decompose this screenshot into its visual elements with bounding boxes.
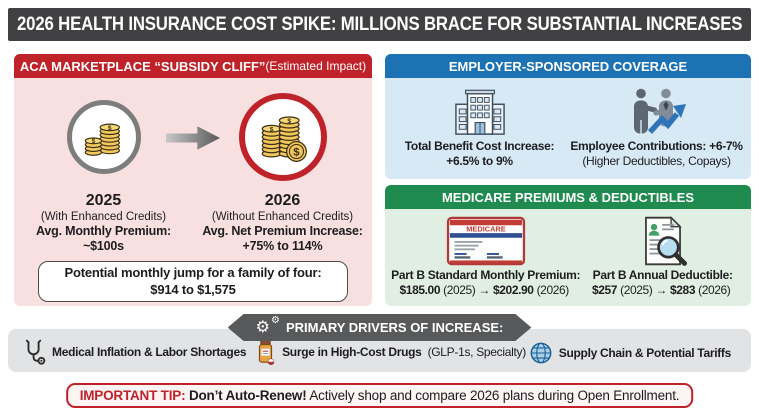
aca-comparison: $ $ (14, 78, 372, 188)
pill-bottle-icon (259, 339, 275, 365)
page-title: 2026 HEALTH INSURANCE COST SPIKE: MILLIO… (16, 13, 743, 35)
coin-stack-small-icon: $ $ (84, 123, 120, 156)
part-b-deductible-label: Part B Annual Deductible: (592, 268, 733, 282)
family-jump-callout: Potential monthly jump for a family of f… (38, 261, 348, 302)
employer-panel-body: Total Benefit Cost Increase: +6.5% to 9% (385, 78, 751, 179)
aca-text-row: 2025 (With Enhanced Credits) Avg. Monthl… (14, 192, 372, 254)
svg-text:$: $ (269, 126, 273, 133)
handshake-growth-icon (626, 83, 688, 139)
driver-high-cost-drugs: Surge in High-Cost Drugs (GLP-1s, Specia… (255, 339, 526, 365)
page-title-banner: 2026 HEALTH INSURANCE COST SPIKE: MILLIO… (8, 8, 751, 41)
svg-text:$: $ (107, 125, 111, 132)
deductible-year-2025: (2025) (620, 283, 653, 297)
driver-medical-inflation: Medical Inflation & Labor Shortages (22, 339, 252, 365)
medicare-panel-header: MEDICARE PREMIUMS & DEDUCTIBLES (385, 185, 751, 209)
coins-2026-icon: $ $ $ (238, 93, 327, 181)
aca-2025-column: 2025 (With Enhanced Credits) Avg. Monthl… (14, 192, 193, 254)
aca-2026-column: 2026 (Without Enhanced Credits) Avg. Net… (193, 192, 372, 254)
aca-panel: ACA MARKETPLACE “SUBSIDY CLIFF” (Estimat… (14, 54, 372, 306)
gear-small-icon: ⚙ (270, 315, 280, 326)
premium-2026-value: +75% to 114% (242, 239, 323, 253)
driver-label: Surge in High-Cost Drugs (282, 345, 422, 359)
employer-panel-header: EMPLOYER-SPONSORED COVERAGE (385, 54, 751, 78)
premium-year-2025: (2025) (443, 283, 476, 297)
arrow-glyph: → (478, 283, 490, 297)
year-2026-note: (Without Enhanced Credits) (211, 211, 354, 223)
callout-line1: Potential monthly jump for a family of f… (64, 265, 322, 280)
premium-2026-label: Avg. Net Premium Increase: (202, 224, 363, 238)
driver-label: Medical Inflation & Labor Shortages (52, 345, 247, 359)
medicare-panel: MEDICARE PREMIUMS & DEDUCTIBLES MEDICARE (385, 185, 751, 306)
part-b-premium-values: $185.00 (2025) → $202.90 (2026) (400, 283, 572, 298)
stethoscope-icon (25, 339, 46, 365)
deductible-amount-2026: $283 (670, 283, 696, 297)
medicare-panel-body: MEDICARE Part B Standard Monthly Premium… (385, 209, 751, 306)
year-2026: 2026 (264, 192, 301, 209)
driver-note: (GLP-1s, Specialty) (427, 345, 527, 359)
part-b-deductible-values: $257 (2025) → $283 (2026) (592, 283, 733, 298)
employee-contrib-label: Employee Contributions: +6-7% (570, 139, 743, 153)
premium-2025-value: ~$100s (83, 239, 124, 253)
drivers-badge: ⚙ ⚙ PRIMARY DRIVERS OF INCREASE: (228, 314, 532, 341)
part-b-deductible-column: Part B Annual Deductible: $257 (2025) → $28… (580, 214, 745, 306)
aca-panel-subtitle: (Estimated Impact) (265, 59, 367, 73)
employee-contrib-column: Employee Contributions: +6-7% (Higher De… (568, 83, 745, 179)
tip-label: IMPORTANT TIP: (79, 388, 186, 403)
medicare-card-label: MEDICARE (466, 224, 505, 233)
driver-label: Supply Chain & Potential Tariffs (558, 346, 732, 360)
coins-2025-icon: $ $ (66, 100, 141, 174)
tip-bold-text: Don’t Auto-Renew! (185, 388, 307, 403)
arrow-glyph: → (655, 283, 667, 297)
coin-stack-large-icon: $ $ $ (261, 116, 307, 162)
part-b-premium-label: Part B Standard Monthly Premium: (391, 268, 581, 282)
callout-line2: $914 to $1,575 (150, 281, 236, 297)
employer-panel: EMPLOYER-SPONSORED COVERAGE (385, 54, 751, 179)
office-building-icon (450, 83, 510, 139)
year-2025-note: (With Enhanced Credits) (40, 211, 167, 223)
tip-text: Actively shop and compare 2026 plans dur… (306, 388, 680, 403)
premium-year-2026: (2026) (536, 283, 570, 297)
premium-amount-2025: $185.00 (399, 283, 441, 297)
employee-contrib-note: (Higher Deductibles, Copays) (582, 154, 731, 168)
year-2025: 2025 (85, 192, 122, 209)
svg-text:$: $ (293, 147, 300, 159)
medicare-card-icon: MEDICARE (446, 214, 526, 268)
document-magnifier-icon (636, 214, 690, 268)
deductible-amount-2025: $257 (591, 283, 618, 297)
aca-panel-body: $ $ (14, 78, 372, 306)
deductible-year-2026: (2026) (698, 283, 731, 297)
part-b-premium-column: MEDICARE Part B Standard Monthly Premium… (391, 214, 581, 306)
aca-panel-title: ACA MARKETPLACE “SUBSIDY CLIFF” (19, 58, 266, 74)
important-tip: IMPORTANT TIP: Don’t Auto-Renew! Activel… (65, 383, 694, 408)
driver-supply-chain: Supply Chain & Potential Tariffs (529, 341, 737, 365)
benefit-cost-value: +6.5% to 9% (446, 154, 513, 168)
premium-2025-label: Avg. Monthly Premium: (36, 224, 171, 238)
aca-panel-header: ACA MARKETPLACE “SUBSIDY CLIFF” (Estimat… (14, 54, 372, 78)
benefit-cost-label: Total Benefit Cost Increase: (404, 139, 555, 153)
svg-text:$: $ (91, 138, 95, 145)
svg-text:$: $ (287, 118, 291, 125)
gear-icon: ⚙ (255, 318, 270, 336)
benefit-cost-column: Total Benefit Cost Increase: +6.5% to 9% (391, 83, 568, 179)
drivers-badge-label: PRIMARY DRIVERS OF INCREASE: (285, 320, 504, 335)
globe-icon (530, 342, 552, 364)
premium-amount-2026: $202.90 (493, 283, 534, 297)
